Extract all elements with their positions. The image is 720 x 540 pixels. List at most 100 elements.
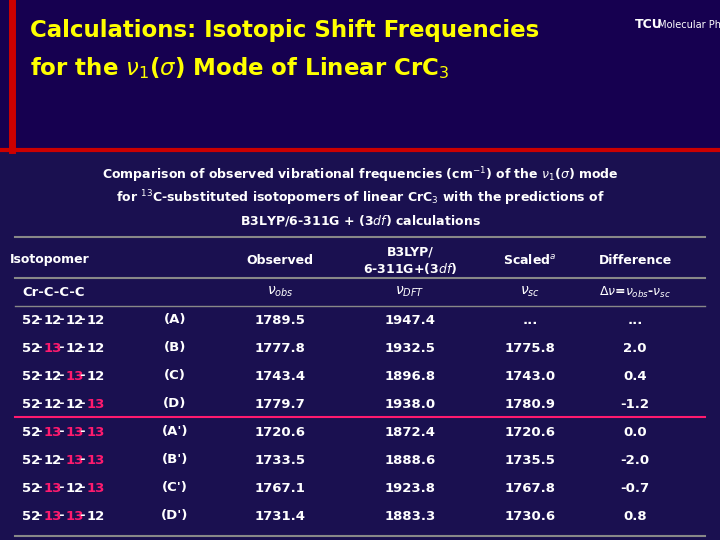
Text: -: - <box>58 482 63 495</box>
Text: (D'): (D') <box>161 510 189 523</box>
Text: -: - <box>37 341 42 354</box>
Text: 1730.6: 1730.6 <box>505 510 556 523</box>
Text: 12: 12 <box>66 397 84 410</box>
Text: 13: 13 <box>66 426 84 438</box>
Text: 1743.0: 1743.0 <box>505 369 556 382</box>
Text: -: - <box>37 510 42 523</box>
Text: B3LYP/: B3LYP/ <box>387 246 433 259</box>
Text: 52: 52 <box>22 454 40 467</box>
Text: B3LYP/6-311G + (3$df$) calculations: B3LYP/6-311G + (3$df$) calculations <box>240 213 480 227</box>
Text: 1733.5: 1733.5 <box>254 454 305 467</box>
Text: 52: 52 <box>22 426 40 438</box>
Text: 1735.5: 1735.5 <box>505 454 555 467</box>
Text: 1720.6: 1720.6 <box>505 426 556 438</box>
Text: -: - <box>58 426 63 438</box>
Text: -: - <box>58 397 63 410</box>
Text: 1779.7: 1779.7 <box>255 397 305 410</box>
Text: 13: 13 <box>44 510 62 523</box>
Text: (C'): (C') <box>162 482 188 495</box>
Text: 1888.6: 1888.6 <box>384 454 436 467</box>
Text: -: - <box>37 482 42 495</box>
Text: 12: 12 <box>44 314 62 327</box>
Text: 12: 12 <box>44 369 62 382</box>
Text: -: - <box>58 341 63 354</box>
Text: -: - <box>37 397 42 410</box>
Text: 1720.6: 1720.6 <box>254 426 305 438</box>
Text: 1789.5: 1789.5 <box>255 314 305 327</box>
Text: Cr-C-C-C: Cr-C-C-C <box>22 286 84 299</box>
Text: Molecular Physics Lab: Molecular Physics Lab <box>655 20 720 30</box>
Text: 13: 13 <box>66 510 84 523</box>
Text: 13: 13 <box>66 454 84 467</box>
Text: -: - <box>80 482 85 495</box>
Text: 0.8: 0.8 <box>624 510 647 523</box>
Text: 13: 13 <box>87 426 105 438</box>
Text: -2.0: -2.0 <box>621 454 649 467</box>
Text: 13: 13 <box>44 482 62 495</box>
Text: 1923.8: 1923.8 <box>384 482 436 495</box>
Text: 12: 12 <box>44 397 62 410</box>
Text: -: - <box>80 314 85 327</box>
Text: 52: 52 <box>22 369 40 382</box>
Text: 1743.4: 1743.4 <box>254 369 305 382</box>
Text: 13: 13 <box>87 454 105 467</box>
Text: Difference: Difference <box>598 253 672 267</box>
Text: 1947.4: 1947.4 <box>384 314 436 327</box>
Text: for $^{13}$C-substituted isotopomers of linear CrC$_3$ with the predictions of: for $^{13}$C-substituted isotopomers of … <box>116 188 604 208</box>
Text: -: - <box>58 510 63 523</box>
Text: Calculations: Isotopic Shift Frequencies: Calculations: Isotopic Shift Frequencies <box>30 18 539 42</box>
Text: $\Delta\nu$=$\nu_{obs}$-$\nu_{sc}$: $\Delta\nu$=$\nu_{obs}$-$\nu_{sc}$ <box>599 285 671 300</box>
Text: (A): (A) <box>163 314 186 327</box>
Text: 1777.8: 1777.8 <box>255 341 305 354</box>
Text: 0.0: 0.0 <box>624 426 647 438</box>
Text: 52: 52 <box>22 482 40 495</box>
Text: 1872.4: 1872.4 <box>384 426 436 438</box>
Text: 12: 12 <box>66 482 84 495</box>
Text: Isotopomer: Isotopomer <box>10 253 90 267</box>
Text: 6-311G+(3$df$): 6-311G+(3$df$) <box>363 260 457 275</box>
Text: 1731.4: 1731.4 <box>254 510 305 523</box>
Text: 1938.0: 1938.0 <box>384 397 436 410</box>
Text: -0.7: -0.7 <box>621 482 649 495</box>
Text: Comparison of observed vibrational frequencies (cm$^{-1}$) of the $\nu_1$($\sigm: Comparison of observed vibrational frequ… <box>102 165 618 185</box>
Text: 1883.3: 1883.3 <box>384 510 436 523</box>
Text: 52: 52 <box>22 397 40 410</box>
Text: (A'): (A') <box>162 426 188 438</box>
Text: ...: ... <box>627 314 643 327</box>
Text: TCU: TCU <box>635 18 662 31</box>
Text: -: - <box>80 426 85 438</box>
Text: 12: 12 <box>87 369 105 382</box>
Text: Scaled$^a$: Scaled$^a$ <box>503 253 557 267</box>
Text: 13: 13 <box>87 482 105 495</box>
Text: 52: 52 <box>22 314 40 327</box>
Text: -: - <box>37 369 42 382</box>
Text: -: - <box>80 341 85 354</box>
Text: 13: 13 <box>87 397 105 410</box>
Text: -: - <box>58 314 63 327</box>
Text: -: - <box>80 510 85 523</box>
Text: (D): (D) <box>163 397 186 410</box>
Text: -: - <box>37 426 42 438</box>
Text: -: - <box>58 369 63 382</box>
Text: 12: 12 <box>66 314 84 327</box>
Text: (B'): (B') <box>162 454 188 467</box>
Text: 12: 12 <box>87 510 105 523</box>
Text: 13: 13 <box>66 369 84 382</box>
Text: 1780.9: 1780.9 <box>505 397 556 410</box>
Text: 1775.8: 1775.8 <box>505 341 555 354</box>
Text: 52: 52 <box>22 510 40 523</box>
Text: $\nu_{obs}$: $\nu_{obs}$ <box>266 285 293 299</box>
Text: -: - <box>80 397 85 410</box>
Text: 1932.5: 1932.5 <box>384 341 436 354</box>
Text: -: - <box>37 314 42 327</box>
Text: ...: ... <box>522 314 538 327</box>
Text: 12: 12 <box>87 314 105 327</box>
Text: 2.0: 2.0 <box>624 341 647 354</box>
Text: (B): (B) <box>164 341 186 354</box>
Text: 12: 12 <box>44 454 62 467</box>
Text: Observed: Observed <box>246 253 313 267</box>
Text: -: - <box>58 454 63 467</box>
Text: $\nu_{DFT}$: $\nu_{DFT}$ <box>395 285 425 299</box>
Text: (C): (C) <box>164 369 186 382</box>
Text: 1767.1: 1767.1 <box>255 482 305 495</box>
